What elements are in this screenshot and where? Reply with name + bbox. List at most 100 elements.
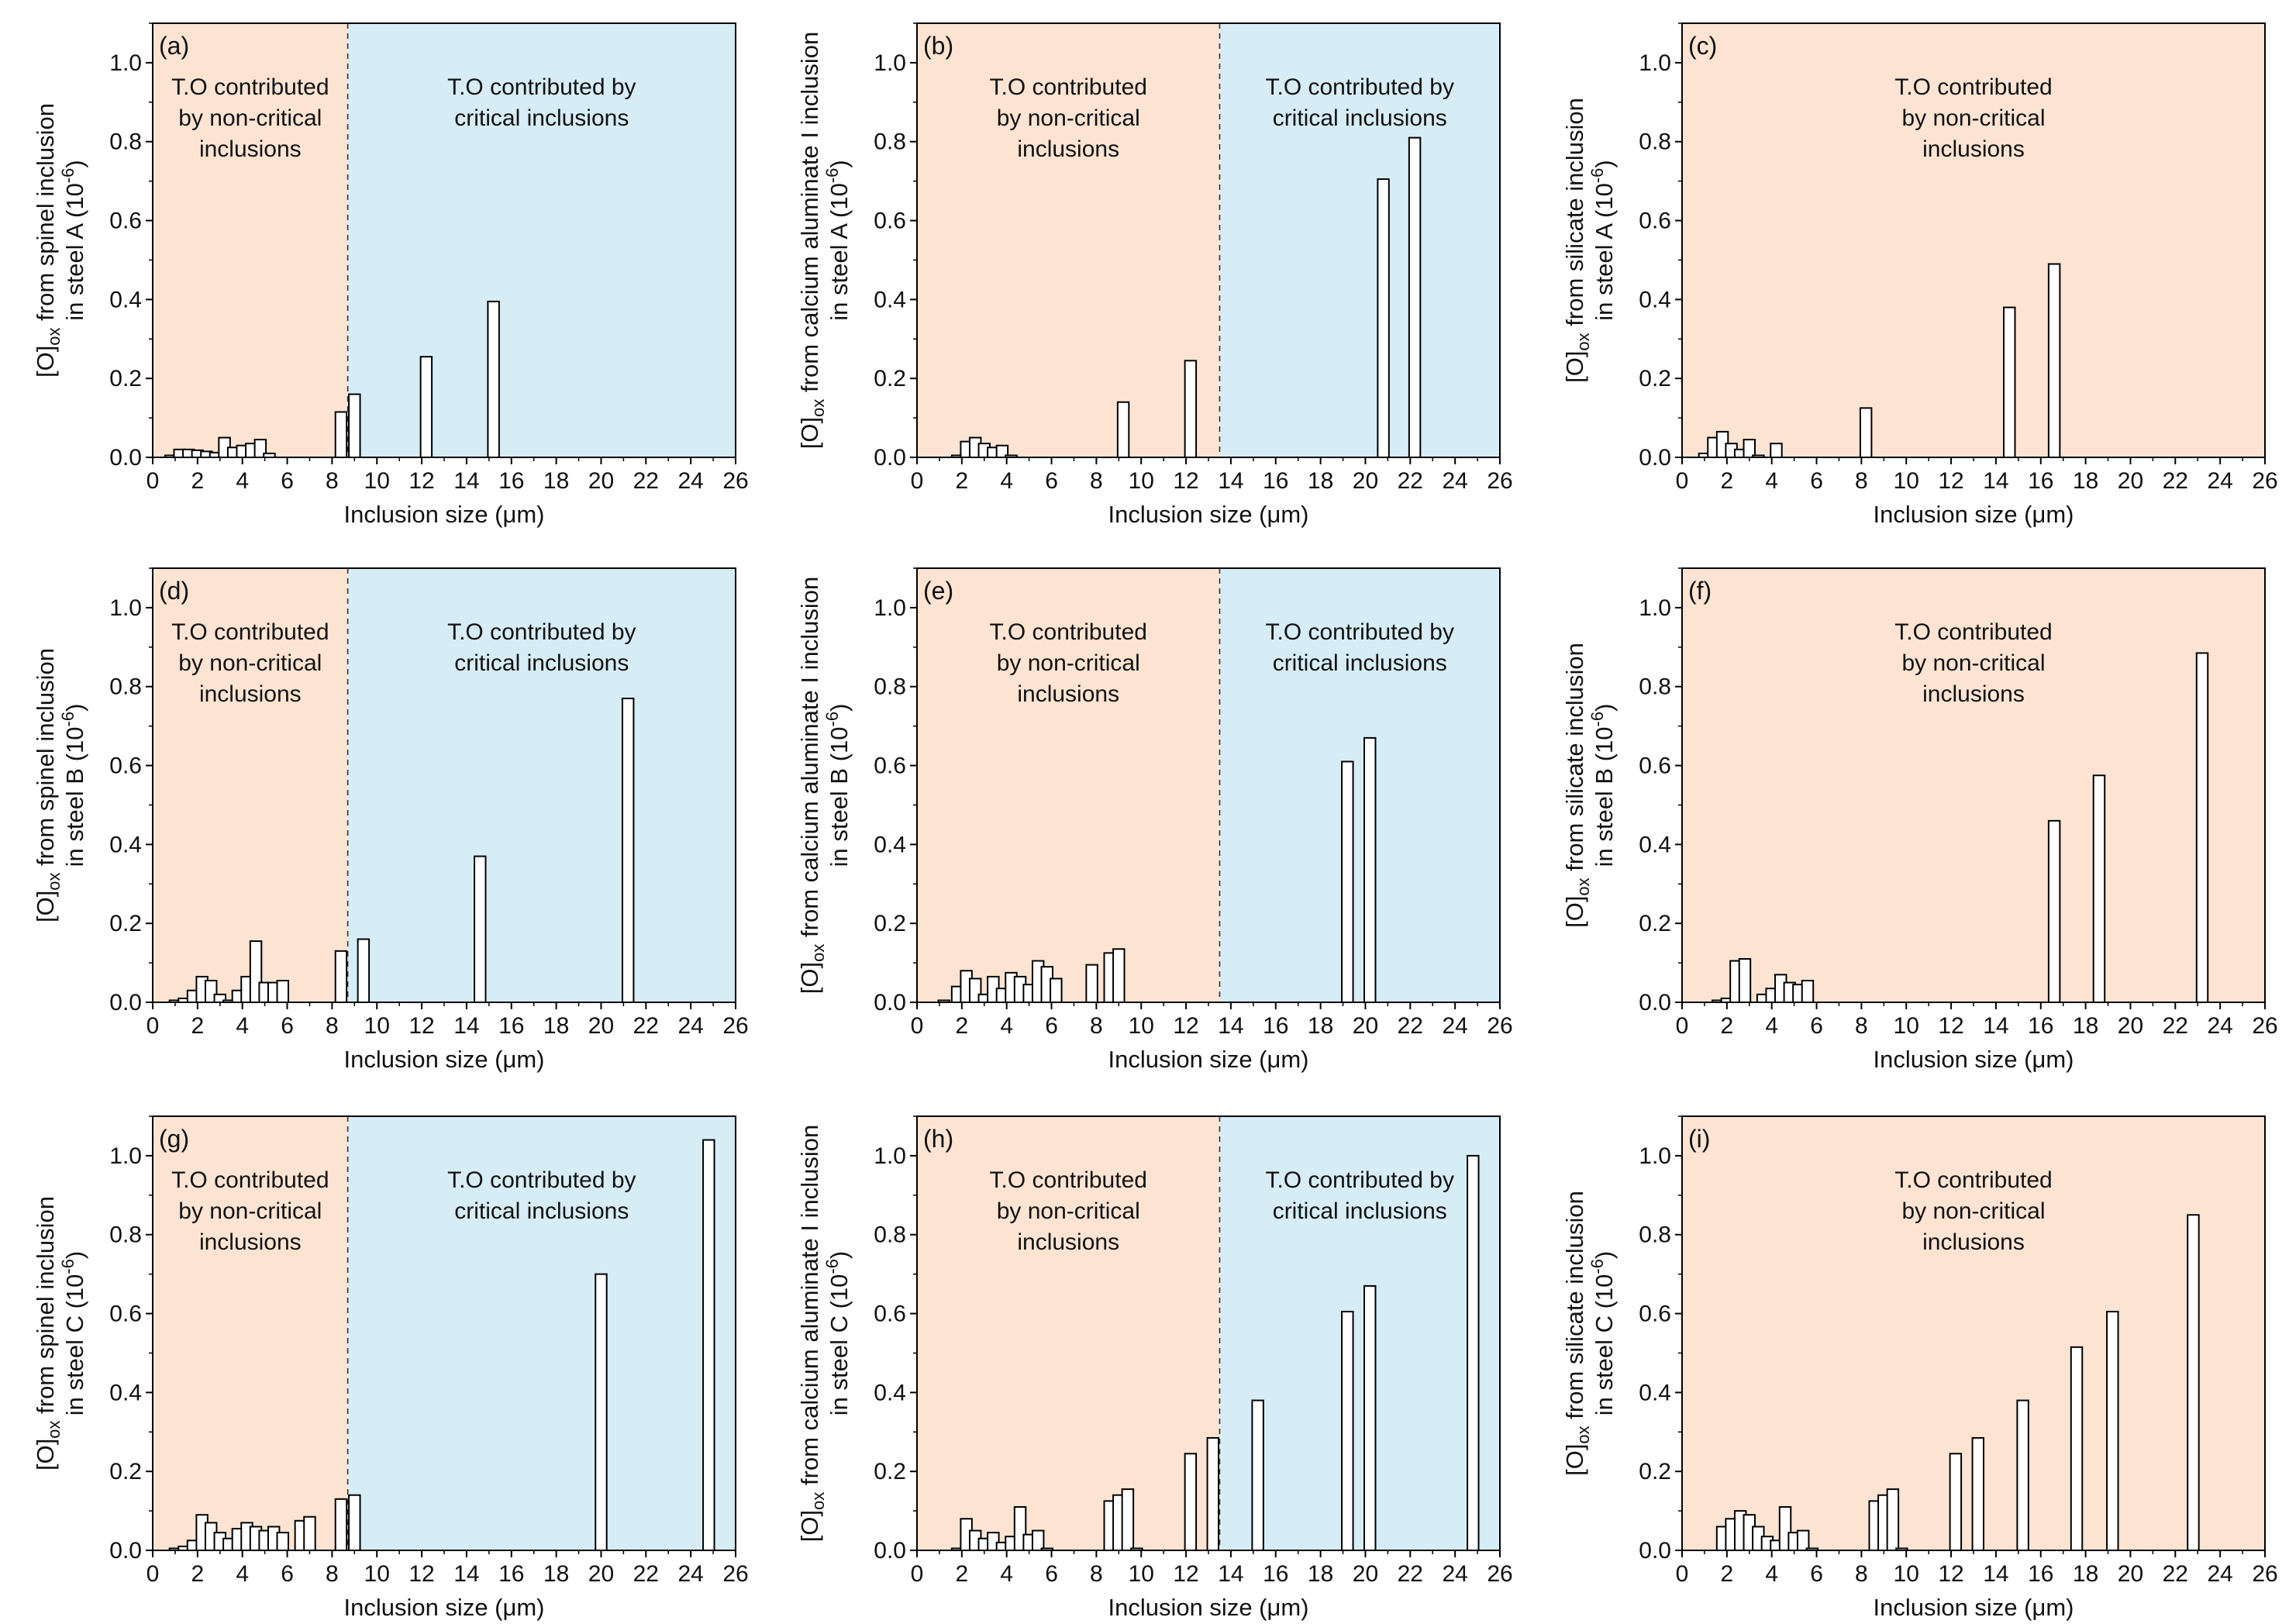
- bar: [1949, 1453, 1963, 1551]
- x-tick-label: 10: [1894, 1013, 1919, 1039]
- x-tick-label: 8: [326, 1013, 339, 1039]
- region-label-non-critical: T.O contributed: [1894, 74, 2052, 100]
- region-critical: [1219, 568, 1500, 1002]
- bar: [702, 1139, 715, 1551]
- x-tick-label: 16: [1263, 1561, 1288, 1587]
- x-tick-label: 8: [1090, 1561, 1103, 1587]
- x-tick-label: 0: [1676, 1013, 1689, 1039]
- x-tick-label: 20: [1353, 1561, 1378, 1587]
- x-tick-label: 22: [633, 468, 659, 494]
- chart-panel-c: T.O contributed by non-critical inclusions…: [1561, 22, 2278, 528]
- x-tick-label: 26: [1487, 1561, 1512, 1587]
- x-tick-label: 6: [1045, 468, 1058, 494]
- region-label-critical: T.O contributed by: [447, 1167, 636, 1193]
- x-tick-label: 22: [2163, 468, 2188, 494]
- x-tick-label: 10: [1129, 468, 1154, 494]
- region-non-critical: [153, 23, 348, 457]
- x-tick-label: 16: [2028, 1013, 2053, 1039]
- bar: [1184, 1453, 1198, 1551]
- y-tick-label: 0.6: [874, 753, 906, 779]
- x-tick-label: 4: [1000, 1013, 1013, 1039]
- bar: [348, 393, 361, 458]
- x-tick-label: 6: [1810, 1561, 1823, 1587]
- bar: [1050, 978, 1063, 1004]
- bar: [2106, 1311, 2119, 1551]
- x-tick-label: 16: [498, 1013, 524, 1039]
- y-tick-label: 0.2: [874, 1459, 906, 1484]
- y-tick-label: 0.4: [109, 832, 142, 857]
- region-label-non-critical: T.O contributed: [171, 74, 329, 100]
- y-tick-label: 0.8: [109, 1222, 142, 1248]
- bar: [621, 698, 635, 1003]
- y-tick-label: 0.4: [1639, 832, 1671, 857]
- x-tick-label: 26: [722, 1013, 748, 1039]
- x-tick-label: 20: [2118, 1013, 2143, 1039]
- x-tick-label: 24: [1442, 1013, 1467, 1039]
- y-tick-label: 0.6: [874, 1302, 906, 1327]
- y-axis-title-line2: in steel C (10-6): [58, 1251, 88, 1416]
- x-tick-label: 12: [1173, 1561, 1198, 1587]
- bar: [1251, 1399, 1264, 1551]
- y-tick-label: 0.4: [874, 1380, 906, 1405]
- y-tick-label: 0.8: [1639, 1222, 1671, 1248]
- bar: [303, 1515, 316, 1552]
- panel-tag: (g): [159, 1125, 189, 1153]
- y-tick-label: 0.6: [1639, 753, 1671, 779]
- region-label-non-critical: by non-critical: [178, 105, 322, 131]
- chart-panel-e: T.O contributed by non-critical inclusions…: [796, 567, 1513, 1073]
- bar: [1363, 736, 1377, 1004]
- y-tick-label: 1.0: [1639, 50, 1671, 76]
- y-tick-label: 0.2: [109, 366, 142, 391]
- x-tick-label: 24: [677, 1013, 703, 1039]
- panel-tag: (c): [1688, 32, 1717, 60]
- region-non-critical: [917, 568, 1220, 1002]
- y-tick-label: 0.4: [1639, 1380, 1671, 1405]
- x-tick-label: 20: [588, 1561, 614, 1587]
- y-tick-label: 0.8: [1639, 129, 1671, 155]
- bar: [1112, 948, 1126, 1003]
- x-tick-label: 8: [326, 468, 339, 494]
- x-tick-label: 10: [1129, 1013, 1154, 1039]
- y-tick-label: 1.0: [874, 1143, 906, 1169]
- x-tick-label: 26: [2252, 1013, 2277, 1039]
- x-tick-label: 8: [1090, 1013, 1103, 1039]
- bar: [1738, 958, 1752, 1003]
- x-tick-label: 4: [236, 1561, 249, 1587]
- bar: [2003, 306, 2016, 458]
- region-label-non-critical: by non-critical: [178, 1198, 322, 1224]
- region-critical: [347, 568, 736, 1002]
- x-tick-label: 16: [1263, 468, 1288, 494]
- y-tick-label: 0.6: [109, 1302, 142, 1327]
- y-tick-label: 0.2: [1639, 1459, 1671, 1484]
- y-tick-label: 0.0: [874, 1538, 906, 1564]
- panel-tag: (i): [1688, 1125, 1710, 1153]
- x-tick-label: 24: [1442, 468, 1467, 494]
- x-tick-label: 26: [1487, 1013, 1512, 1039]
- x-tick-label: 4: [1000, 468, 1013, 494]
- x-tick-label: 10: [364, 1013, 390, 1039]
- panel-tag: (h): [923, 1125, 953, 1153]
- x-tick-label: 2: [956, 1013, 969, 1039]
- region-label-critical: critical inclusions: [1273, 650, 1447, 676]
- x-tick-label: 22: [633, 1561, 659, 1587]
- x-tick-label: 14: [1983, 468, 2008, 494]
- x-tick-label: 14: [1218, 468, 1243, 494]
- region-label-non-critical: by non-critical: [178, 650, 322, 676]
- x-tick-label: 8: [326, 1561, 339, 1587]
- y-tick-label: 0.4: [874, 287, 906, 312]
- x-tick-label: 10: [1894, 1561, 1919, 1587]
- x-tick-label: 8: [1855, 1561, 1868, 1587]
- x-tick-label: 0: [147, 1013, 160, 1039]
- y-tick-label: 1.0: [1639, 595, 1671, 621]
- bar: [1341, 1311, 1354, 1551]
- x-tick-label: 14: [1983, 1013, 2008, 1039]
- panel-tag: (a): [159, 32, 189, 60]
- x-axis-title: Inclusion size (μm): [343, 501, 544, 528]
- x-tick-label: 22: [2163, 1561, 2188, 1587]
- y-tick-label: 0.6: [1639, 209, 1671, 234]
- y-axis-title-line2: in steel A (10-6): [1587, 160, 1618, 320]
- x-tick-label: 14: [1218, 1013, 1243, 1039]
- y-axis-title-line1: [O]ox from spinel inclusion: [32, 648, 64, 922]
- x-tick-label: 14: [453, 468, 479, 494]
- region-label-non-critical: T.O contributed: [990, 74, 1147, 100]
